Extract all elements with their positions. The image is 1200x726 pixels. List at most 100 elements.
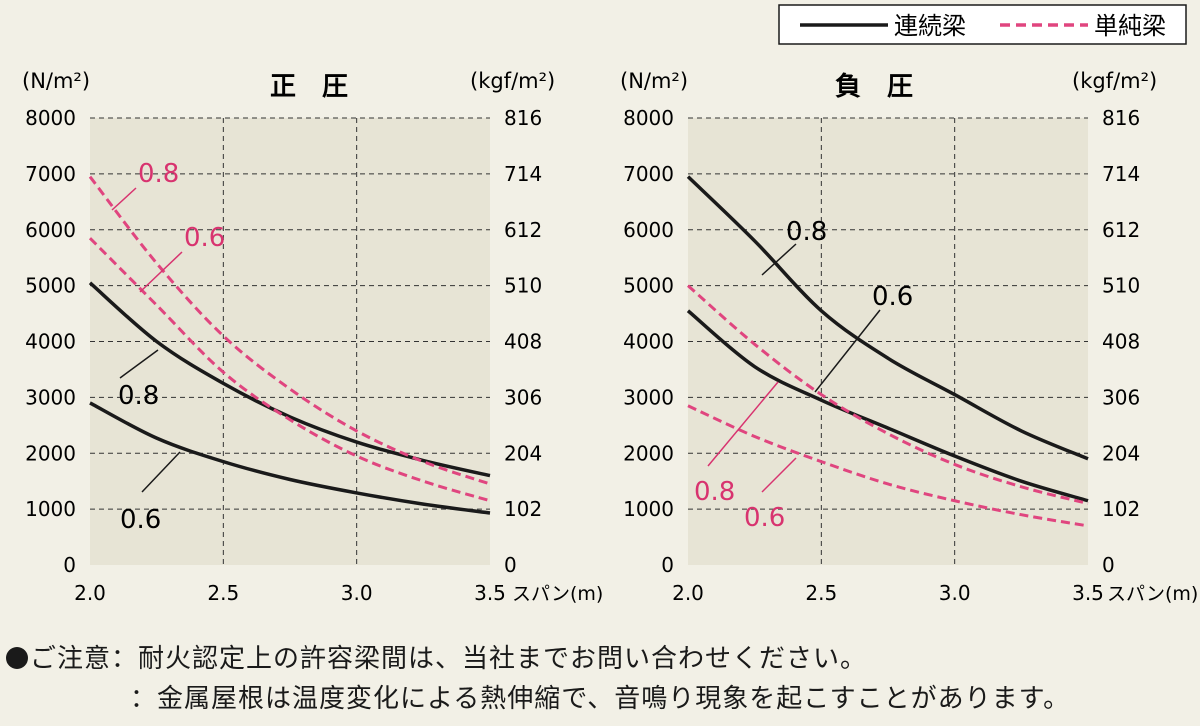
annotation-leader (139, 251, 183, 293)
y-tick-label-left: 8000 (623, 106, 674, 130)
y-tick-label-right: 204 (1102, 441, 1140, 465)
x-tick-label: 3.0 (939, 581, 971, 605)
y-axis-label-right-positive: (kgf/m²) (470, 69, 555, 93)
series-line-continuous-0-6 (686, 309, 1089, 503)
y-tick-labels-left-positive: 0 1000 2000 3000 4000 5000 6000 7000 8000 (25, 106, 76, 577)
series-line-simple-0-6 (687, 404, 1089, 528)
gridlines-positive (90, 117, 490, 565)
y-tick-label-left: 1000 (623, 497, 674, 521)
annotation-leader (761, 457, 797, 493)
y-tick-label-left: 3000 (25, 385, 76, 409)
x-tick-label: 2.0 (74, 581, 106, 605)
y-tick-label-left: 0 (661, 553, 674, 577)
y-tick-label-left: 6000 (623, 218, 674, 242)
note-line-2: ：金属屋根は温度変化による熱伸縮で、音鳴り現象を起こすことがあります。 (130, 678, 1070, 715)
x-tick-labels-negative: 2.0 2.5 3.0 3.5 (672, 581, 1104, 605)
y-tick-label-left: 5000 (623, 274, 674, 298)
annotation-leader (814, 309, 881, 393)
y-tick-label-left: 5000 (25, 274, 76, 298)
annotation-leader (761, 243, 797, 276)
y-tick-label-right: 0 (1102, 553, 1115, 577)
note-line-1: ご注意：耐火認定上の許容梁間は、当社までお問い合わせください。 (6, 638, 867, 675)
note-prefix: ご注意： (30, 644, 139, 674)
y-tick-label-right: 510 (504, 274, 542, 298)
chart-title-negative: 負 圧 (835, 72, 913, 102)
y-tick-label-right: 0 (504, 553, 517, 577)
series-group-positive (88, 175, 491, 515)
y-tick-label-left: 7000 (623, 162, 674, 186)
annotation-leader (119, 349, 159, 379)
annotation-label: 0.8 (786, 217, 827, 247)
gridlines-negative (688, 117, 1088, 565)
annotation-label: 0.6 (184, 223, 225, 253)
y-tick-label-right: 816 (504, 106, 542, 130)
note-text: 耐火認定上の許容梁間は、当社までお問い合わせください。 (138, 644, 868, 674)
y-tick-label-left: 2000 (623, 441, 674, 465)
y-tick-labels-right-negative: 0 102 204 306 408 510 612 714 816 (1102, 106, 1140, 577)
x-axis-label-negative: スパン(m) (1107, 583, 1198, 605)
series-group-negative (686, 175, 1089, 528)
annotation-leader (707, 381, 779, 467)
note-text: 金属屋根は温度変化による熱伸縮で、音鳴り現象を起こすことがあります。 (157, 684, 1071, 714)
y-tick-label-left: 0 (63, 553, 76, 577)
y-tick-labels-right-positive: 0 102 204 306 408 510 612 714 816 (504, 106, 542, 577)
x-tick-label: 2.5 (207, 581, 239, 605)
series-line-continuous-0-8 (88, 281, 491, 478)
y-axis-label-left-negative: (N/m²) (620, 69, 688, 93)
annotation-label: 0.6 (744, 503, 785, 533)
y-tick-label-right: 204 (504, 441, 542, 465)
y-tick-label-right: 816 (1102, 106, 1140, 130)
x-axis-label-positive: スパン(m) (512, 583, 603, 605)
annotation-label: 0.6 (120, 505, 161, 535)
chart-positive-pressure: 正 圧 (N/m²) (kgf/m²) スパン(m) 0 1000 2000 3000… (22, 69, 603, 605)
y-tick-labels-left-negative: 0 1000 2000 3000 4000 5000 6000 7000 8000 (623, 106, 674, 577)
legend: 連続梁 単純梁 (778, 4, 1187, 45)
y-tick-label-right: 102 (1102, 497, 1140, 521)
x-tick-label: 2.0 (672, 581, 704, 605)
y-tick-label-right: 306 (1102, 385, 1140, 409)
annotation-leader (111, 187, 137, 211)
series-line-simple-0-8 (687, 284, 1089, 505)
y-tick-label-left: 3000 (623, 385, 674, 409)
x-tick-label: 3.0 (341, 581, 373, 605)
y-tick-label-right: 612 (504, 218, 542, 242)
y-tick-label-right: 612 (1102, 218, 1140, 242)
annotation-label: 0.6 (872, 282, 913, 312)
y-tick-label-left: 4000 (25, 330, 76, 354)
y-tick-label-right: 714 (504, 162, 542, 186)
x-tick-label: 3.5 (1072, 581, 1104, 605)
legend-continuous-label: 連続梁 (894, 12, 966, 40)
series-line-simple-0-8 (88, 175, 491, 486)
y-tick-label-right: 510 (1102, 274, 1140, 298)
chart-negative-pressure: 負 圧 (N/m²) (kgf/m²) スパン(m) 0 1000 2000 3000… (620, 69, 1198, 605)
span-load-figure: 連続梁 単純梁 正 圧 (N/m²) (kgf/m²) スパン(m) 0 1000… (22, 4, 1198, 605)
x-tick-label: 3.5 (474, 581, 506, 605)
x-tick-labels-positive: 2.0 2.5 3.0 3.5 (74, 581, 506, 605)
annotation-leader (141, 451, 181, 493)
y-tick-label-left: 4000 (623, 330, 674, 354)
annotations-negative: 0.8 0.6 0.8 0.6 (694, 217, 913, 533)
y-tick-label-left: 8000 (25, 106, 76, 130)
bullet-icon (6, 647, 28, 669)
annotations-positive: 0.8 0.6 0.8 0.6 (111, 159, 225, 535)
note-prefix: ： (130, 684, 158, 714)
chart-title-positive: 正 圧 (270, 72, 348, 102)
legend-simple-label: 単純梁 (1094, 12, 1166, 40)
annotation-label: 0.8 (118, 381, 159, 411)
x-tick-label: 2.5 (805, 581, 837, 605)
y-tick-label-left: 1000 (25, 497, 76, 521)
y-tick-label-left: 6000 (25, 218, 76, 242)
y-axis-label-right-negative: (kgf/m²) (1072, 69, 1157, 93)
y-tick-label-right: 102 (504, 497, 542, 521)
y-tick-label-left: 7000 (25, 162, 76, 186)
annotation-label: 0.8 (138, 159, 179, 189)
series-line-continuous-0-6 (89, 401, 491, 515)
y-tick-label-right: 408 (504, 330, 542, 354)
y-tick-label-left: 2000 (25, 441, 76, 465)
series-line-continuous-0-8 (686, 175, 1089, 461)
annotation-label: 0.8 (694, 477, 735, 507)
y-tick-label-right: 306 (504, 385, 542, 409)
y-axis-label-left-positive: (N/m²) (22, 69, 90, 93)
y-tick-label-right: 408 (1102, 330, 1140, 354)
y-tick-label-right: 714 (1102, 162, 1140, 186)
